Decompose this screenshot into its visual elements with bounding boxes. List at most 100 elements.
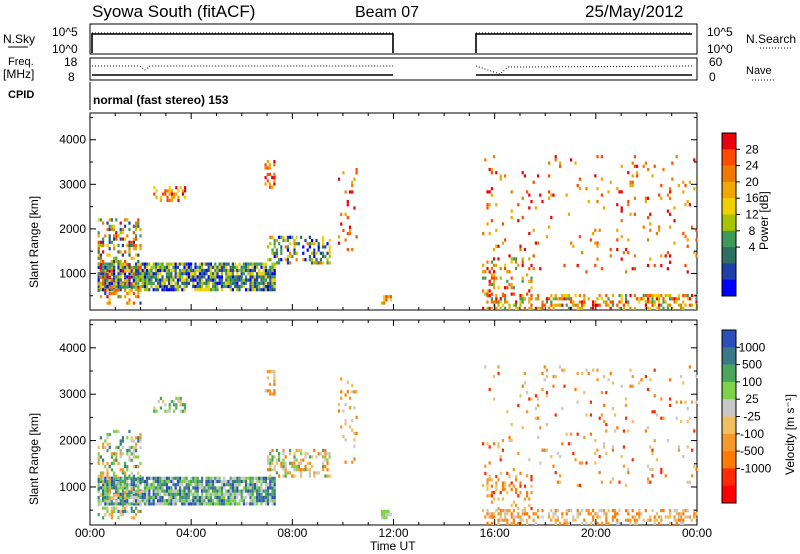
data-cell	[581, 306, 584, 310]
data-cell	[530, 507, 533, 511]
data-cell	[271, 502, 274, 506]
data-cell	[545, 394, 548, 398]
data-cell	[249, 483, 252, 487]
data-cell	[187, 483, 190, 487]
data-cell	[234, 479, 237, 484]
data-cell	[552, 512, 555, 516]
data-cell	[565, 193, 568, 197]
data-cell	[163, 288, 166, 292]
data-cell	[691, 518, 694, 522]
data-cell	[174, 281, 177, 285]
data-cell	[128, 243, 131, 248]
data-cell	[633, 306, 636, 310]
data-cell	[187, 486, 190, 490]
data-cell	[242, 476, 245, 480]
data-cell	[515, 515, 518, 519]
data-cell	[238, 483, 241, 487]
data-cell	[655, 297, 658, 301]
data-cell	[117, 495, 120, 500]
data-cell	[660, 196, 663, 200]
data-cell	[627, 512, 630, 516]
data-cell	[519, 244, 522, 248]
data-cell	[616, 238, 619, 242]
data-cell	[130, 487, 133, 491]
data-cell	[497, 521, 500, 525]
data-cell	[488, 190, 491, 194]
data-cell	[253, 278, 256, 282]
data-cell	[175, 396, 178, 400]
data-cell	[236, 265, 239, 269]
data-cell	[664, 515, 667, 519]
data-cell	[627, 518, 630, 522]
data-cell	[185, 272, 188, 276]
data-cell	[128, 502, 131, 506]
data-cell	[229, 288, 232, 292]
data-cell	[510, 487, 513, 491]
data-cell	[166, 189, 169, 193]
data-cell	[583, 391, 586, 395]
data-cell	[154, 275, 157, 279]
data-cell	[570, 442, 573, 446]
data-cell	[269, 272, 272, 276]
data-cell	[187, 272, 190, 276]
data-cell	[102, 476, 105, 480]
data-cell	[207, 483, 210, 487]
data-cell	[165, 272, 168, 276]
data-cell	[490, 276, 493, 280]
data-cell	[157, 483, 160, 487]
data-cell	[97, 256, 100, 260]
data-cell	[146, 476, 149, 480]
data-cell	[102, 445, 105, 449]
data-cell	[510, 423, 513, 427]
data-cell	[515, 478, 518, 482]
data-cell	[119, 227, 122, 232]
data-cell	[565, 521, 568, 525]
data-cell	[181, 288, 184, 292]
data-cell	[128, 281, 131, 285]
data-cell	[218, 502, 221, 506]
data-cell	[587, 199, 590, 204]
data-cell	[234, 499, 237, 503]
data-cell	[231, 268, 234, 273]
data-cell	[669, 512, 672, 516]
data-cell	[508, 475, 511, 479]
data-cell	[581, 509, 584, 513]
data-cell	[523, 306, 526, 310]
data-cell	[139, 433, 142, 437]
data-cell	[482, 509, 485, 513]
data-cell	[214, 278, 217, 282]
data-cell	[183, 272, 186, 276]
data-cell	[212, 275, 215, 279]
data-cell	[530, 297, 533, 301]
data-cell	[148, 278, 151, 282]
data-cell	[157, 486, 160, 490]
data-cell	[351, 190, 354, 194]
data-cell	[649, 515, 652, 519]
data-cell	[165, 492, 168, 496]
data-cell	[611, 294, 614, 298]
data-cell	[97, 458, 100, 462]
data-cell	[190, 275, 193, 279]
data-cell	[576, 400, 579, 404]
data-cell	[594, 241, 597, 245]
data-cell	[170, 198, 173, 203]
data-cell	[132, 509, 135, 513]
data-cell	[497, 445, 500, 449]
data-cell	[196, 284, 199, 289]
data-cell	[603, 509, 606, 513]
data-cell	[141, 262, 144, 266]
data-cell	[207, 486, 210, 490]
data-cell	[267, 455, 270, 459]
data-cell	[293, 248, 296, 252]
data-cell	[669, 190, 672, 194]
data-cell	[291, 254, 294, 259]
data-cell	[229, 272, 232, 276]
data-cell	[504, 487, 507, 491]
data-cell	[201, 502, 204, 506]
data-cell	[686, 480, 689, 484]
data-cell	[231, 262, 234, 266]
x-tick-label: 20:00	[581, 526, 611, 540]
data-cell	[126, 243, 129, 248]
data-cell	[108, 483, 111, 487]
data-cell	[537, 297, 540, 301]
